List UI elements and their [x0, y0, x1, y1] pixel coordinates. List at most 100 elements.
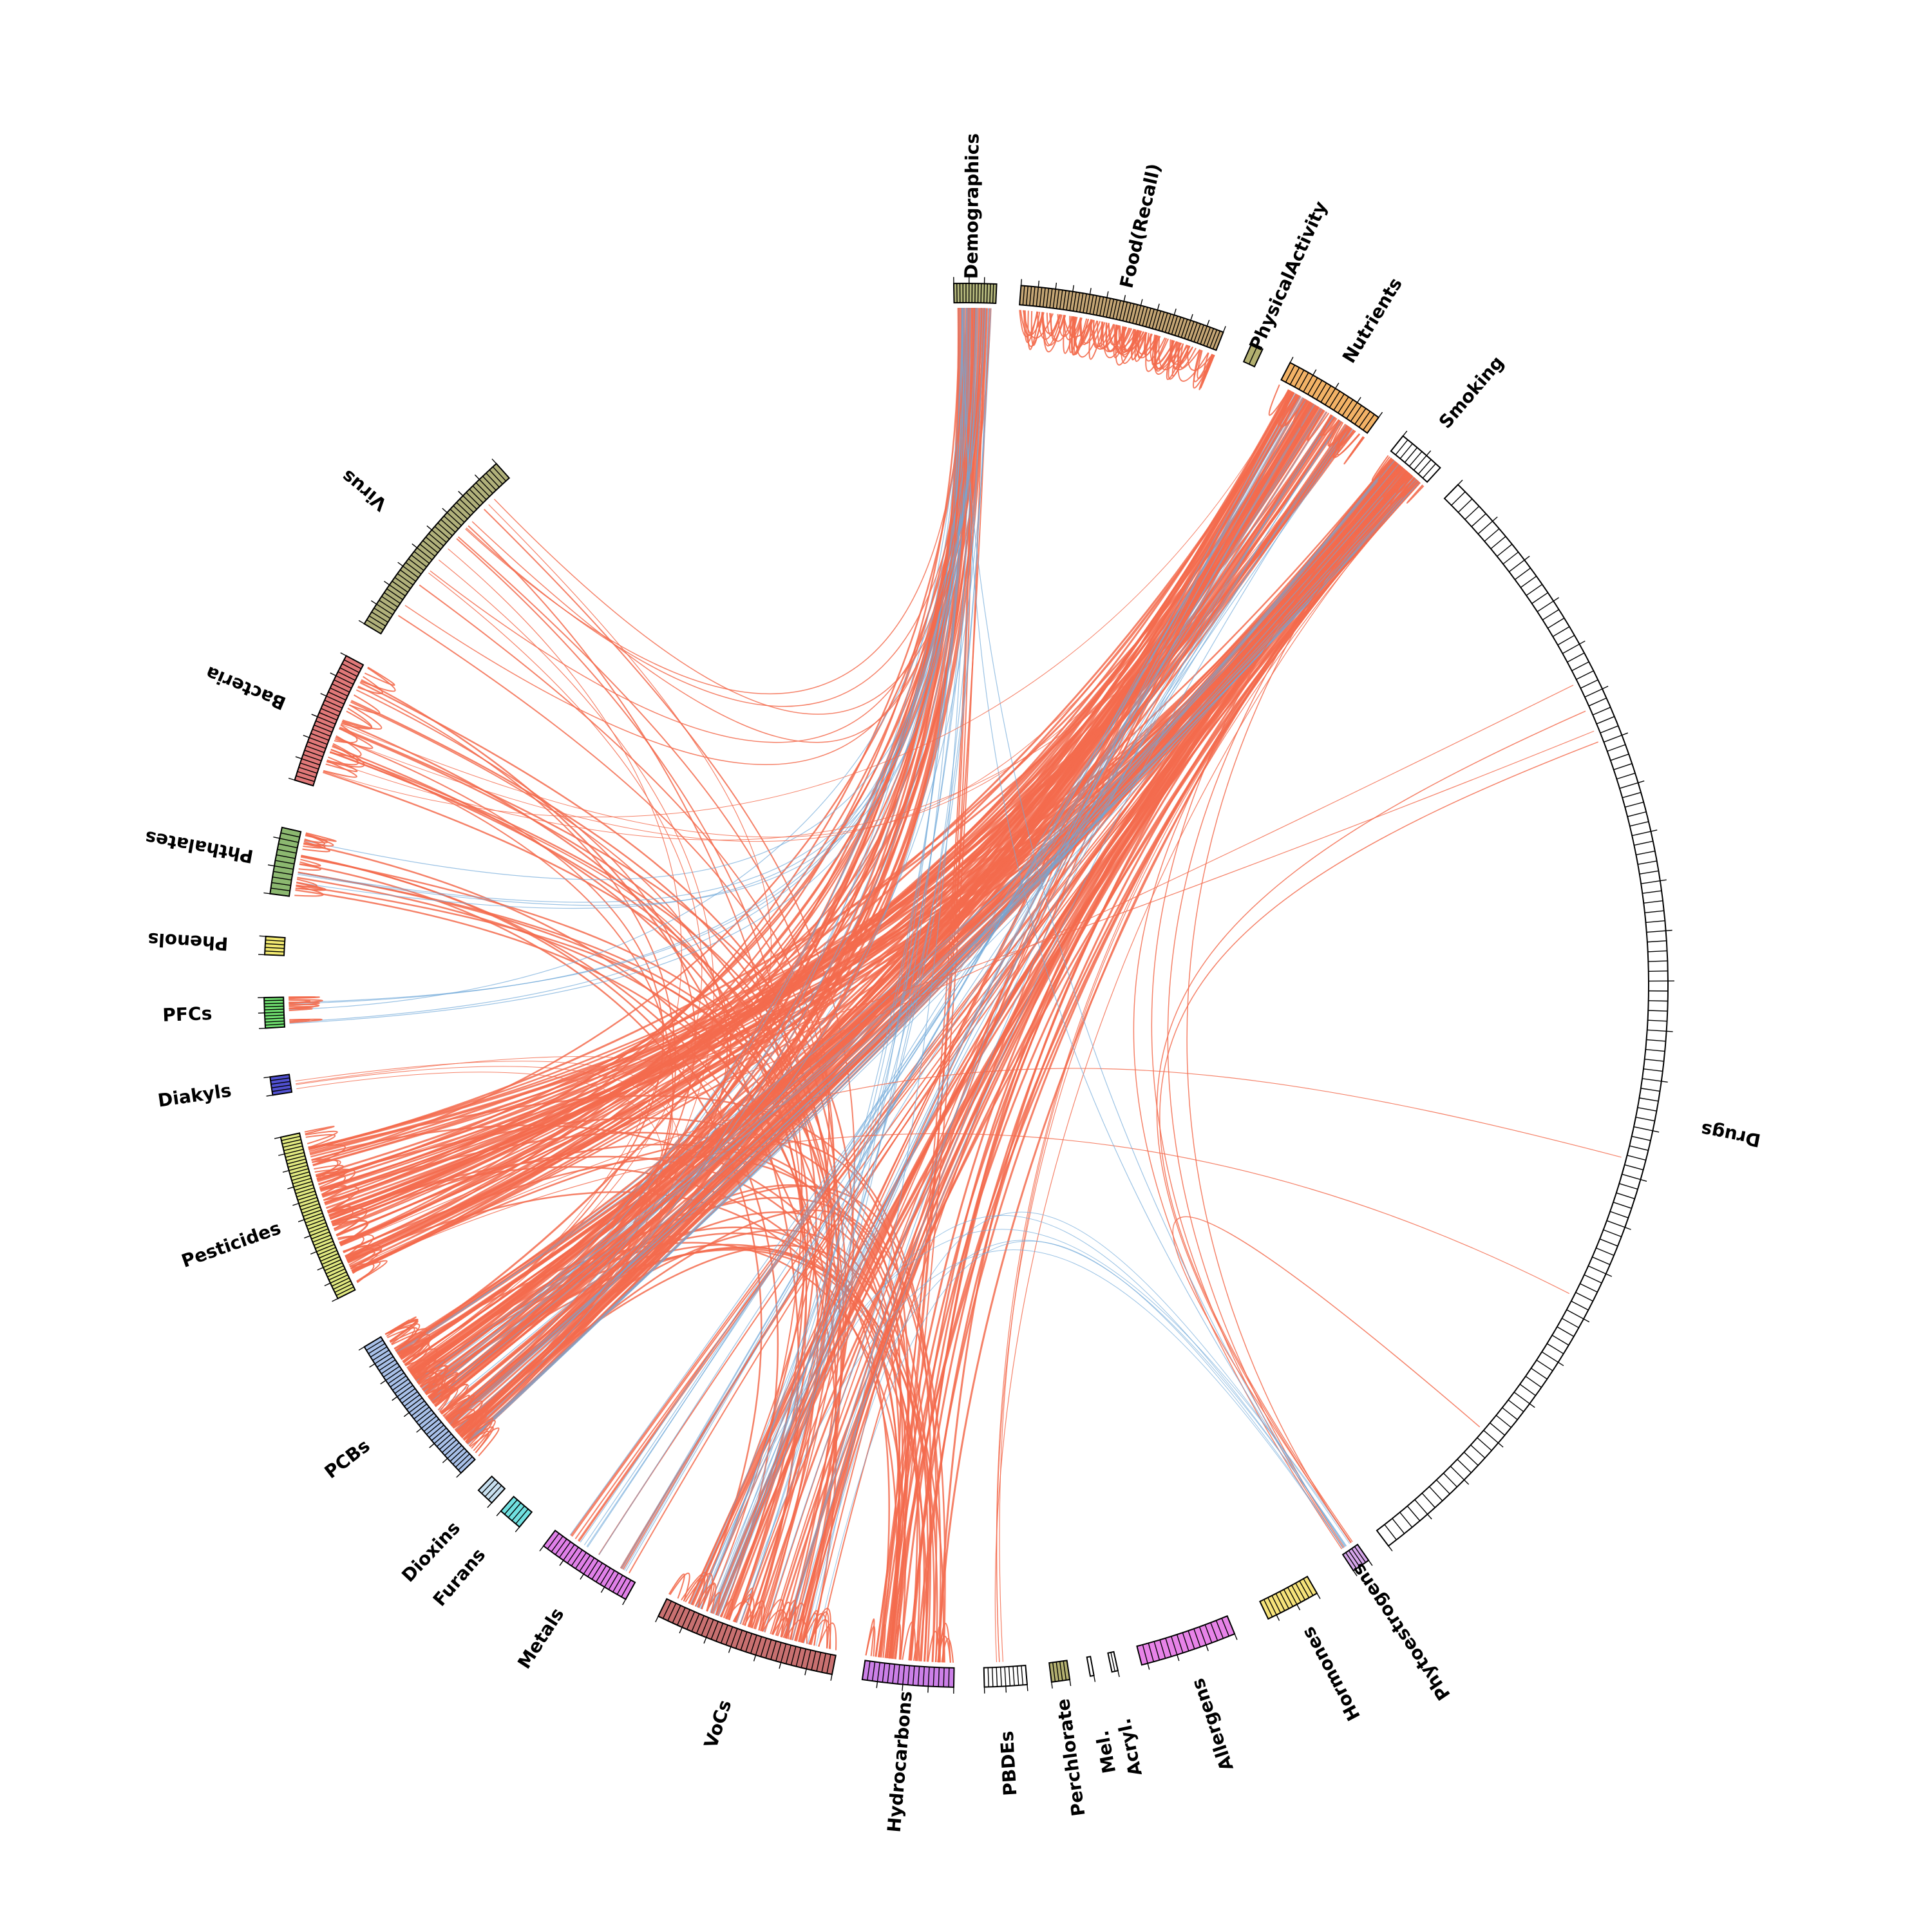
segment-tick	[1384, 1524, 1397, 1540]
segment-tick	[296, 1190, 316, 1198]
link-negative	[699, 308, 977, 1609]
segment-diakyls[interactable]	[269, 1074, 293, 1096]
segment-tick	[1531, 592, 1548, 604]
link-intra	[1374, 460, 1399, 490]
segment-tick	[1552, 626, 1570, 638]
segment-tick	[1025, 286, 1028, 306]
segment-tick	[455, 1454, 470, 1468]
segment-tick	[423, 1418, 439, 1432]
segment-tick	[466, 492, 480, 507]
link-positive	[328, 1166, 927, 1662]
link-negative	[455, 308, 974, 1431]
segment-tick	[1095, 296, 1101, 316]
segment-tick	[416, 1409, 432, 1423]
segment-tick	[390, 1375, 407, 1388]
link-positive	[346, 1191, 898, 1659]
segment-tick	[307, 741, 327, 749]
segment-tick	[372, 1349, 390, 1361]
link-intra	[349, 1263, 375, 1283]
segment-tick	[1619, 1183, 1638, 1190]
segment-tick	[301, 1206, 321, 1214]
segment-tick	[1221, 1618, 1229, 1636]
segment-tick	[765, 1639, 772, 1658]
link-negative	[438, 482, 1420, 1411]
segment-tick	[336, 1286, 354, 1296]
segment-tick	[1048, 1663, 1053, 1689]
segment-tick	[314, 724, 332, 733]
link-intra	[327, 1206, 352, 1220]
link-positive	[316, 480, 1419, 1180]
link-positive	[438, 559, 715, 1423]
link-intra	[323, 760, 357, 778]
link-intra	[694, 1582, 717, 1613]
segment-tick	[1354, 408, 1367, 425]
link-negative	[700, 399, 1307, 1609]
link-intra	[668, 1573, 685, 1599]
link-intra	[808, 1619, 831, 1649]
segment-tick	[282, 1139, 301, 1144]
link-intra	[422, 1372, 459, 1404]
link-positive	[295, 1061, 673, 1385]
segment-tick	[484, 1482, 499, 1497]
link-intra	[409, 1358, 437, 1380]
link-intra	[1069, 316, 1083, 339]
link-intra	[422, 1383, 447, 1407]
segment-tick	[871, 1662, 876, 1681]
segment-tick	[1484, 528, 1500, 542]
segment-tick	[1259, 1601, 1269, 1620]
segment-tick	[358, 1336, 381, 1351]
segment-tick	[1142, 307, 1148, 327]
segment-furans[interactable]	[500, 1495, 533, 1528]
link-positive	[339, 727, 817, 1618]
segment-tick	[1171, 316, 1179, 335]
segment-tick	[616, 1577, 627, 1595]
segment-tick	[403, 1400, 425, 1417]
segment-tick	[1490, 536, 1506, 549]
segment-tick	[437, 522, 453, 536]
segment-phenols[interactable]	[263, 935, 286, 956]
segment-tick	[1547, 618, 1565, 629]
link-intra	[891, 1623, 902, 1660]
link-negative	[714, 421, 1341, 1615]
segment-tick	[295, 1187, 314, 1195]
segment-tick	[1329, 391, 1341, 408]
segment-tick	[1176, 1634, 1184, 1653]
segment-tick	[996, 1667, 998, 1687]
link-intra	[391, 1332, 424, 1358]
link-intra	[1197, 350, 1215, 379]
segment-tick	[274, 1132, 300, 1139]
segment-tick	[1052, 1662, 1056, 1682]
segment-tick	[264, 1005, 284, 1007]
link-intra	[1293, 398, 1310, 422]
segment-tick	[314, 1237, 332, 1246]
segment-tick	[283, 1142, 302, 1148]
segment-tick	[715, 1623, 724, 1642]
segment-tick	[1390, 430, 1408, 451]
segment-tick	[672, 1605, 681, 1624]
segment-tick	[481, 1479, 496, 1494]
segment-drugs[interactable]	[1376, 484, 1669, 1547]
segment-tick	[515, 1508, 529, 1524]
link-intra	[451, 1414, 476, 1438]
segment-tick	[384, 580, 406, 596]
segment-tick	[285, 1151, 305, 1158]
segment-mel[interactable]	[1086, 1656, 1095, 1677]
segment-tick	[1596, 715, 1615, 724]
segment-tick	[397, 562, 419, 578]
segment-tick	[450, 509, 465, 523]
segment-tick	[306, 1218, 325, 1227]
segment-allergens[interactable]	[1136, 1615, 1236, 1666]
segment-perchlorate[interactable]	[1048, 1660, 1071, 1683]
segment-tick	[1616, 1192, 1635, 1200]
link-negative	[964, 308, 1346, 1547]
segment-tick	[1215, 326, 1226, 351]
link-intra	[312, 1159, 341, 1178]
link-positive	[430, 308, 975, 743]
segment-tick	[1647, 1029, 1673, 1032]
segment-tick	[1588, 697, 1607, 706]
segment-tick	[1325, 383, 1340, 405]
segment-tick	[339, 667, 358, 677]
segment-tick	[344, 659, 362, 669]
segment-tick	[312, 1235, 331, 1243]
segment-tick	[1092, 295, 1097, 315]
